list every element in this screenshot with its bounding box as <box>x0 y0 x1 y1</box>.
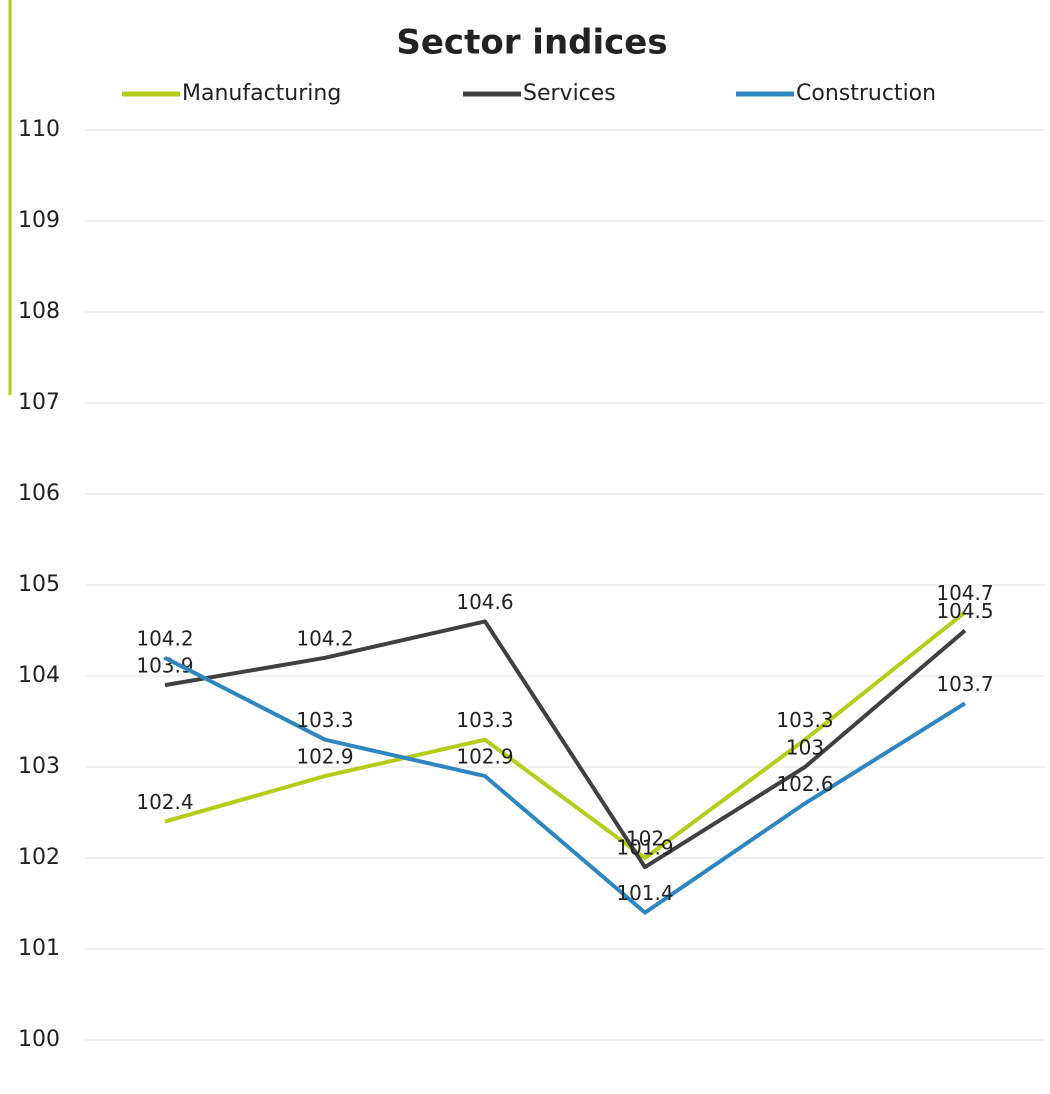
data-label: 102.4 <box>136 790 193 814</box>
y-tick-label: 102 <box>18 845 60 870</box>
data-label: 103.9 <box>136 654 193 678</box>
data-label: 103.7 <box>936 672 993 696</box>
series-line <box>164 619 967 870</box>
data-label: 103 <box>786 736 824 760</box>
data-label: 104.7 <box>936 581 993 605</box>
data-label: 104.2 <box>296 626 353 650</box>
y-tick-label: 107 <box>18 390 60 415</box>
y-tick-label: 103 <box>18 754 60 779</box>
y-tick-label: 109 <box>18 208 60 233</box>
series-line <box>164 610 967 860</box>
data-label: 101.9 <box>616 836 673 860</box>
data-label: 102.9 <box>456 745 513 769</box>
data-label: 102.9 <box>296 745 353 769</box>
data-label: 103.3 <box>776 708 833 732</box>
data-label: 101.4 <box>616 881 673 905</box>
data-label: 102.6 <box>776 772 833 796</box>
y-tick-label: 104 <box>18 663 60 688</box>
data-label: 104.5 <box>936 599 993 623</box>
chart-title: Sector indices <box>396 23 667 63</box>
legend-label: Services <box>523 81 616 106</box>
data-label: 104.2 <box>136 626 193 650</box>
y-tick-label: 100 <box>18 1027 60 1052</box>
y-tick-label: 105 <box>18 572 60 597</box>
y-tick-label: 101 <box>18 936 60 961</box>
data-label: 104.6 <box>456 590 513 614</box>
data-label: 103.3 <box>296 708 353 732</box>
series-line <box>164 656 967 915</box>
y-tick-label: 106 <box>18 481 60 506</box>
legend-label: Manufacturing <box>182 81 341 106</box>
y-tick-label: 110 <box>18 117 60 142</box>
y-tick-label: 108 <box>18 299 60 324</box>
legend-label: Construction <box>796 81 936 106</box>
data-label: 103.3 <box>456 708 513 732</box>
